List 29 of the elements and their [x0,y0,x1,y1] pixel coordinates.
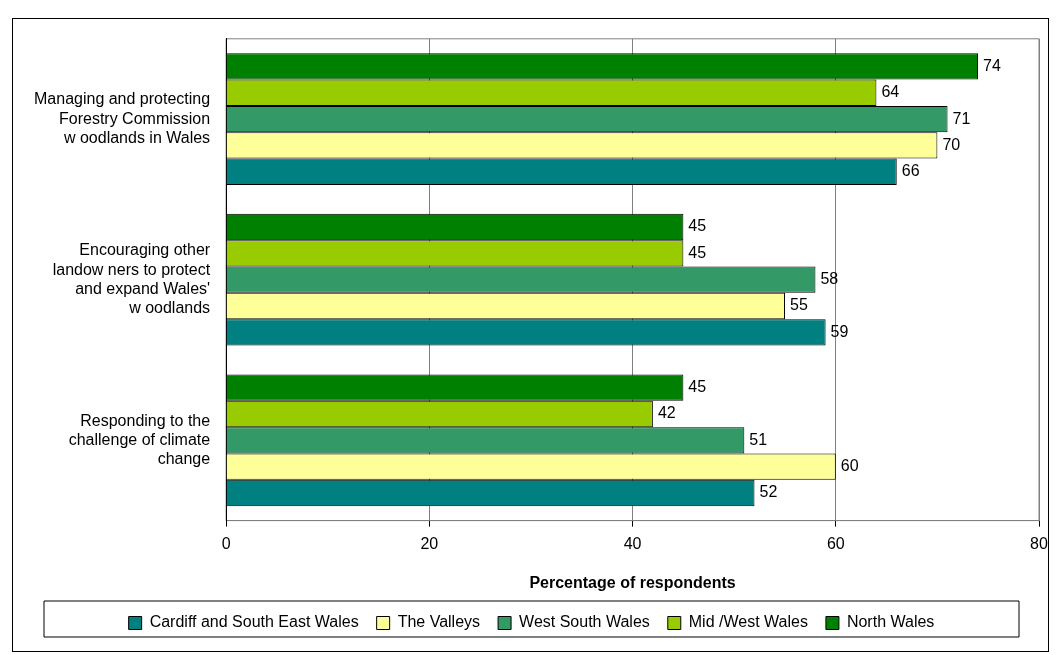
data-label: 55 [789,296,808,314]
data-label: 71 [952,109,971,127]
legend-label: West South Wales [519,613,650,631]
data-label: 42 [657,404,676,422]
x-tick-label: 0 [221,534,231,552]
data-label: 45 [688,243,707,261]
data-label: 45 [688,378,707,396]
data-label: 52 [759,483,778,501]
data-label: 66 [901,162,920,180]
y-tick-label: Managing and protecting Forestry Commission w oodlands in Wales [34,90,211,146]
legend-label: The Valleys [397,613,481,631]
data-label: 45 [688,217,707,235]
legend-label: North Wales [846,613,935,631]
data-label: 51 [749,430,768,448]
x-tick-label: 20 [420,534,439,552]
legend-label: Cardiff and South East Wales [149,613,359,631]
data-label: 70 [942,135,961,153]
x-tick-label: 80 [1030,534,1048,552]
data-label: 60 [840,457,859,475]
data-label: 74 [983,56,1001,74]
y-tick-label: Encouraging other landow ners to protect and expand Wales' w oodlands [52,241,211,316]
data-label: 59 [830,322,849,340]
y-tick-label: Responding to the challenge of climate change [68,411,211,467]
x-tick-label: 60 [826,534,845,552]
data-label: 58 [820,270,839,288]
data-label: 64 [881,83,900,101]
legend-label: Mid /West Wales [688,613,808,631]
x-axis-title: Percentage of respondents [529,573,736,591]
x-tick-label: 40 [623,534,642,552]
